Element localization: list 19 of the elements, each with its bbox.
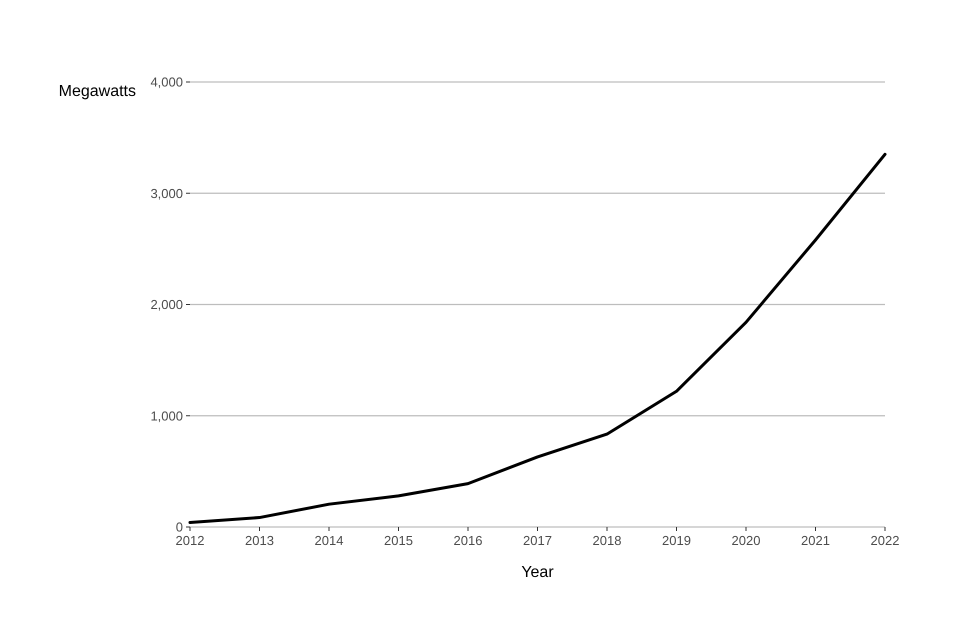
y-tick-label: 0 [176, 520, 183, 535]
x-tick-label: 2019 [662, 533, 691, 548]
x-tick-label: 2017 [523, 533, 552, 548]
y-tick-label: 2,000 [150, 297, 183, 312]
x-tick-label: 2020 [732, 533, 760, 548]
y-tick-label: 3,000 [150, 186, 183, 201]
x-tick-label: 2021 [801, 533, 830, 548]
x-tick-label: 2018 [592, 533, 622, 548]
y-tick-label: 4,000 [150, 74, 183, 90]
y-axis-title: Megawatts [58, 83, 136, 100]
line-series [188, 152, 886, 524]
x-tick-label: 2013 [245, 533, 274, 548]
x-tick-label: 2014 [314, 533, 344, 548]
x-tick-label: 2016 [454, 533, 482, 548]
x-tick-label: 2012 [176, 533, 204, 548]
x-tick-label: 2015 [384, 533, 413, 548]
y-tick-label: 1,000 [150, 408, 183, 424]
x-axis-title: Year [521, 564, 554, 581]
x-tick-label: 2022 [870, 533, 900, 548]
